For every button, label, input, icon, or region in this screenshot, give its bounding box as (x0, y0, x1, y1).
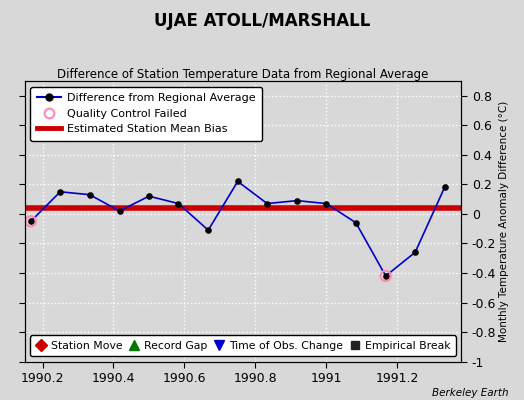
Point (381, 273, 390, 279)
Point (293, 198, 301, 204)
Point (441, 184, 449, 190)
Point (174, 200, 183, 207)
Legend: Station Move, Record Gap, Time of Obs. Change, Empirical Break: Station Move, Record Gap, Time of Obs. C… (30, 335, 456, 356)
Text: UJAE ATOLL/MARSHALL: UJAE ATOLL/MARSHALL (154, 12, 370, 30)
Title: Difference of Station Temperature Data from Regional Average: Difference of Station Temperature Data f… (57, 68, 429, 81)
Point (145, 193, 153, 199)
Point (56, 188, 64, 195)
Text: Berkeley Earth: Berkeley Earth (432, 388, 508, 398)
Point (27, 218, 35, 224)
Point (352, 220, 360, 226)
Point (411, 249, 419, 256)
Point (381, 273, 390, 279)
Point (204, 227, 212, 233)
Point (27, 218, 35, 224)
Point (234, 178, 242, 185)
Point (115, 208, 124, 214)
Point (85, 192, 94, 198)
Y-axis label: Monthly Temperature Anomaly Difference (°C): Monthly Temperature Anomaly Difference (… (499, 101, 509, 342)
Point (322, 200, 331, 207)
Point (263, 200, 271, 207)
